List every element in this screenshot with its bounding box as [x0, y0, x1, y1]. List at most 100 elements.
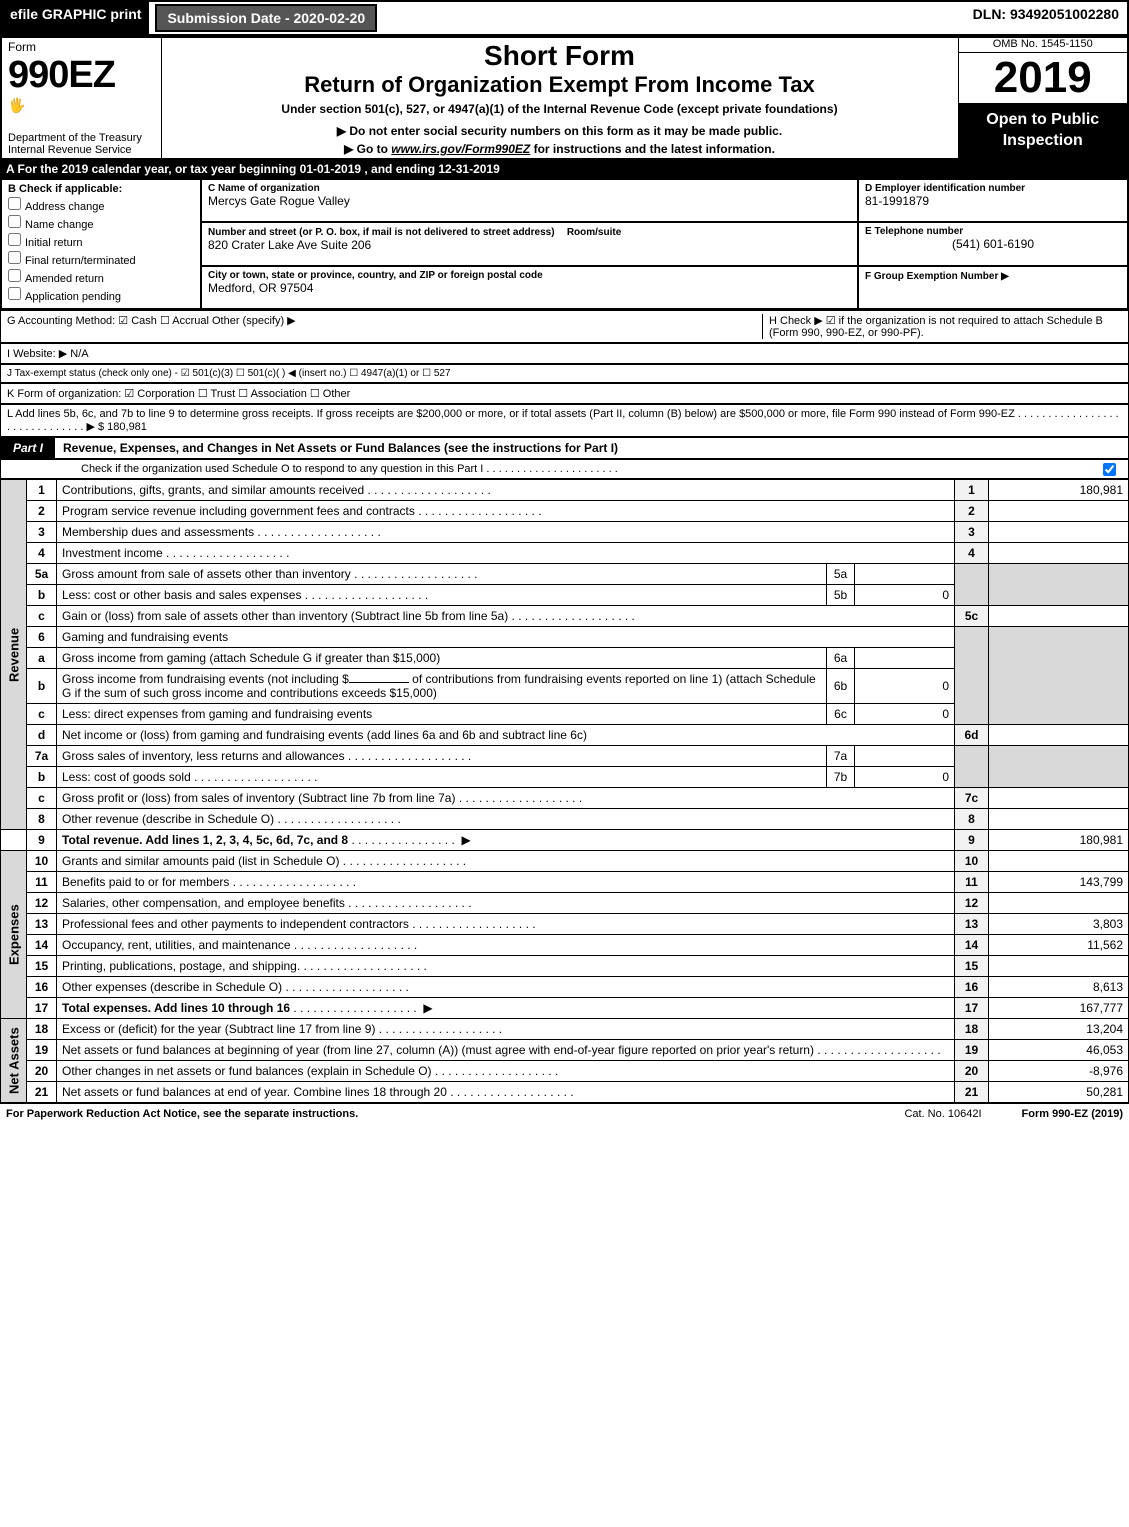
line-6a-text: Gross income from gaming (attach Schedul… — [62, 651, 440, 665]
line-6-text: Gaming and fundraising events — [62, 630, 228, 644]
cb-amended-return[interactable]: Amended return — [8, 269, 194, 285]
line-6c-text: Less: direct expenses from gaming and fu… — [62, 707, 372, 721]
schedule-b-check: H Check ▶ ☑ if the organization is not r… — [762, 314, 1122, 339]
line-9-amt: 180,981 — [989, 830, 1129, 851]
city-value: Medford, OR 97504 — [208, 281, 851, 295]
line-5c-text: Gain or (loss) from sale of assets other… — [62, 609, 508, 623]
line-4-text: Investment income — [62, 546, 163, 560]
line-7a-text: Gross sales of inventory, less returns a… — [62, 749, 345, 763]
line-16-amt: 8,613 — [989, 977, 1129, 998]
line-15-amt — [989, 956, 1129, 977]
line-4-amt — [989, 543, 1129, 564]
form-reference: Form 990-EZ (2019) — [1022, 1108, 1123, 1120]
line-9-text: Total revenue. Add lines 1, 2, 3, 4, 5c,… — [62, 833, 348, 847]
line-11-amt: 143,799 — [989, 872, 1129, 893]
efile-label: efile GRAPHIC print — [2, 2, 149, 34]
line-10-amt — [989, 851, 1129, 872]
cb-name-change[interactable]: Name change — [8, 215, 194, 231]
row-j-status: J Tax-exempt status (check only one) - ☑… — [0, 364, 1129, 383]
line-6a-sub — [855, 648, 955, 669]
line-8-amt — [989, 809, 1129, 830]
line-14-amt: 11,562 — [989, 935, 1129, 956]
line-7b-text: Less: cost of goods sold — [62, 770, 191, 784]
line-5a-text: Gross amount from sale of assets other t… — [62, 567, 351, 581]
row-k-org-form: K Form of organization: ☑ Corporation ☐ … — [0, 383, 1129, 404]
line-21-amt: 50,281 — [989, 1082, 1129, 1103]
box-b-label: B Check if applicable: — [8, 183, 122, 195]
cb-final-return[interactable]: Final return/terminated — [8, 251, 194, 267]
street-label: Number and street (or P. O. box, if mail… — [208, 227, 555, 238]
expenses-side-label: Expenses — [1, 851, 27, 1019]
box-b: B Check if applicable: Address change Na… — [1, 179, 201, 309]
form-word: Form — [8, 40, 155, 54]
box-c-name: C Name of organization Mercys Gate Rogue… — [201, 179, 858, 222]
page-footer: For Paperwork Reduction Act Notice, see … — [0, 1103, 1129, 1124]
line-7b-sub: 0 — [855, 767, 955, 788]
line-7a-sub — [855, 746, 955, 767]
revenue-side-label: Revenue — [1, 480, 27, 830]
tax-year: 2019 — [959, 53, 1128, 103]
omb-number: OMB No. 1545-1150 — [959, 38, 1128, 53]
row-l-text: L Add lines 5b, 6c, and 7b to line 9 to … — [7, 408, 1119, 433]
line-18-text: Excess or (deficit) for the year (Subtra… — [62, 1022, 375, 1036]
ein-label: D Employer identification number — [865, 183, 1121, 194]
catalog-number: Cat. No. 10642I — [904, 1108, 981, 1120]
cb-application-pending[interactable]: Application pending — [8, 287, 194, 303]
line-20-amt: -8,976 — [989, 1061, 1129, 1082]
line-6d-amt — [989, 725, 1129, 746]
submission-date-button[interactable]: Submission Date - 2020-02-20 — [155, 4, 377, 32]
schedule-o-checkbox[interactable] — [1103, 463, 1116, 476]
line-1-amt: 180,981 — [989, 480, 1129, 501]
short-form-title: Short Form — [168, 40, 952, 72]
irs-label: Internal Revenue Service — [8, 144, 155, 156]
goto-line: ▶ Go to www.irs.gov/Form990EZ for instru… — [168, 142, 952, 156]
line-13-amt: 3,803 — [989, 914, 1129, 935]
line-17-amt: 167,777 — [989, 998, 1129, 1019]
form-number: 990EZ — [8, 54, 155, 97]
under-section: Under section 501(c), 527, or 4947(a)(1)… — [168, 102, 952, 116]
line-5c-amt — [989, 606, 1129, 627]
phone-value: (541) 601-6190 — [865, 237, 1121, 251]
irs-link[interactable]: www.irs.gov/Form990EZ — [391, 142, 530, 156]
org-name-label: C Name of organization — [208, 183, 851, 194]
line-6d-text: Net income or (loss) from gaming and fun… — [62, 728, 587, 742]
accounting-method: G Accounting Method: ☑ Cash ☐ Accrual Ot… — [7, 314, 762, 339]
line-10-text: Grants and similar amounts paid (list in… — [62, 854, 339, 868]
line-8-text: Other revenue (describe in Schedule O) — [62, 812, 274, 826]
line-1-text: Contributions, gifts, grants, and simila… — [62, 483, 364, 497]
goto-suffix: for instructions and the latest informat… — [530, 142, 775, 156]
line-19-amt: 46,053 — [989, 1040, 1129, 1061]
line-17-text: Total expenses. Add lines 10 through 16 — [62, 1001, 290, 1015]
line-2-text: Program service revenue including govern… — [62, 504, 415, 518]
box-c-street: Number and street (or P. O. box, if mail… — [201, 222, 858, 266]
line-13-text: Professional fees and other payments to … — [62, 917, 409, 931]
row-l-amount: 180,981 — [107, 421, 147, 433]
dln-label: DLN: 93492051002280 — [965, 2, 1127, 34]
org-name: Mercys Gate Rogue Valley — [208, 194, 851, 208]
box-f: F Group Exemption Number ▶ — [858, 266, 1128, 309]
row-gh: G Accounting Method: ☑ Cash ☐ Accrual Ot… — [0, 310, 1129, 343]
line-19-text: Net assets or fund balances at beginning… — [62, 1043, 814, 1057]
netassets-side-label: Net Assets — [1, 1019, 27, 1103]
open-public-badge: Open to Public Inspection — [959, 104, 1128, 158]
cb-initial-return[interactable]: Initial return — [8, 233, 194, 249]
cb-address-change[interactable]: Address change — [8, 197, 194, 213]
line-2-amt — [989, 501, 1129, 522]
top-bar: efile GRAPHIC print Submission Date - 20… — [0, 0, 1129, 36]
line-20-text: Other changes in net assets or fund bala… — [62, 1064, 432, 1078]
box-d: D Employer identification number 81-1991… — [858, 179, 1128, 222]
part-1-tab: Part I — [1, 438, 55, 458]
return-title: Return of Organization Exempt From Incom… — [168, 72, 952, 98]
line-12-amt — [989, 893, 1129, 914]
box-c-city: City or town, state or province, country… — [201, 266, 858, 309]
line-5b-text: Less: cost or other basis and sales expe… — [62, 588, 301, 602]
city-label: City or town, state or province, country… — [208, 270, 851, 281]
line-5b-sub: 0 — [855, 585, 955, 606]
schedule-o-check-text: Check if the organization used Schedule … — [81, 463, 618, 475]
row-l-gross-receipts: L Add lines 5b, 6c, and 7b to line 9 to … — [0, 404, 1129, 437]
group-exemption-label: F Group Exemption Number ▶ — [865, 271, 1009, 282]
box-e: E Telephone number (541) 601-6190 — [858, 222, 1128, 266]
line-6c-sub: 0 — [855, 704, 955, 725]
line-16-text: Other expenses (describe in Schedule O) — [62, 980, 282, 994]
row-i-website: I Website: ▶ N/A — [0, 343, 1129, 364]
